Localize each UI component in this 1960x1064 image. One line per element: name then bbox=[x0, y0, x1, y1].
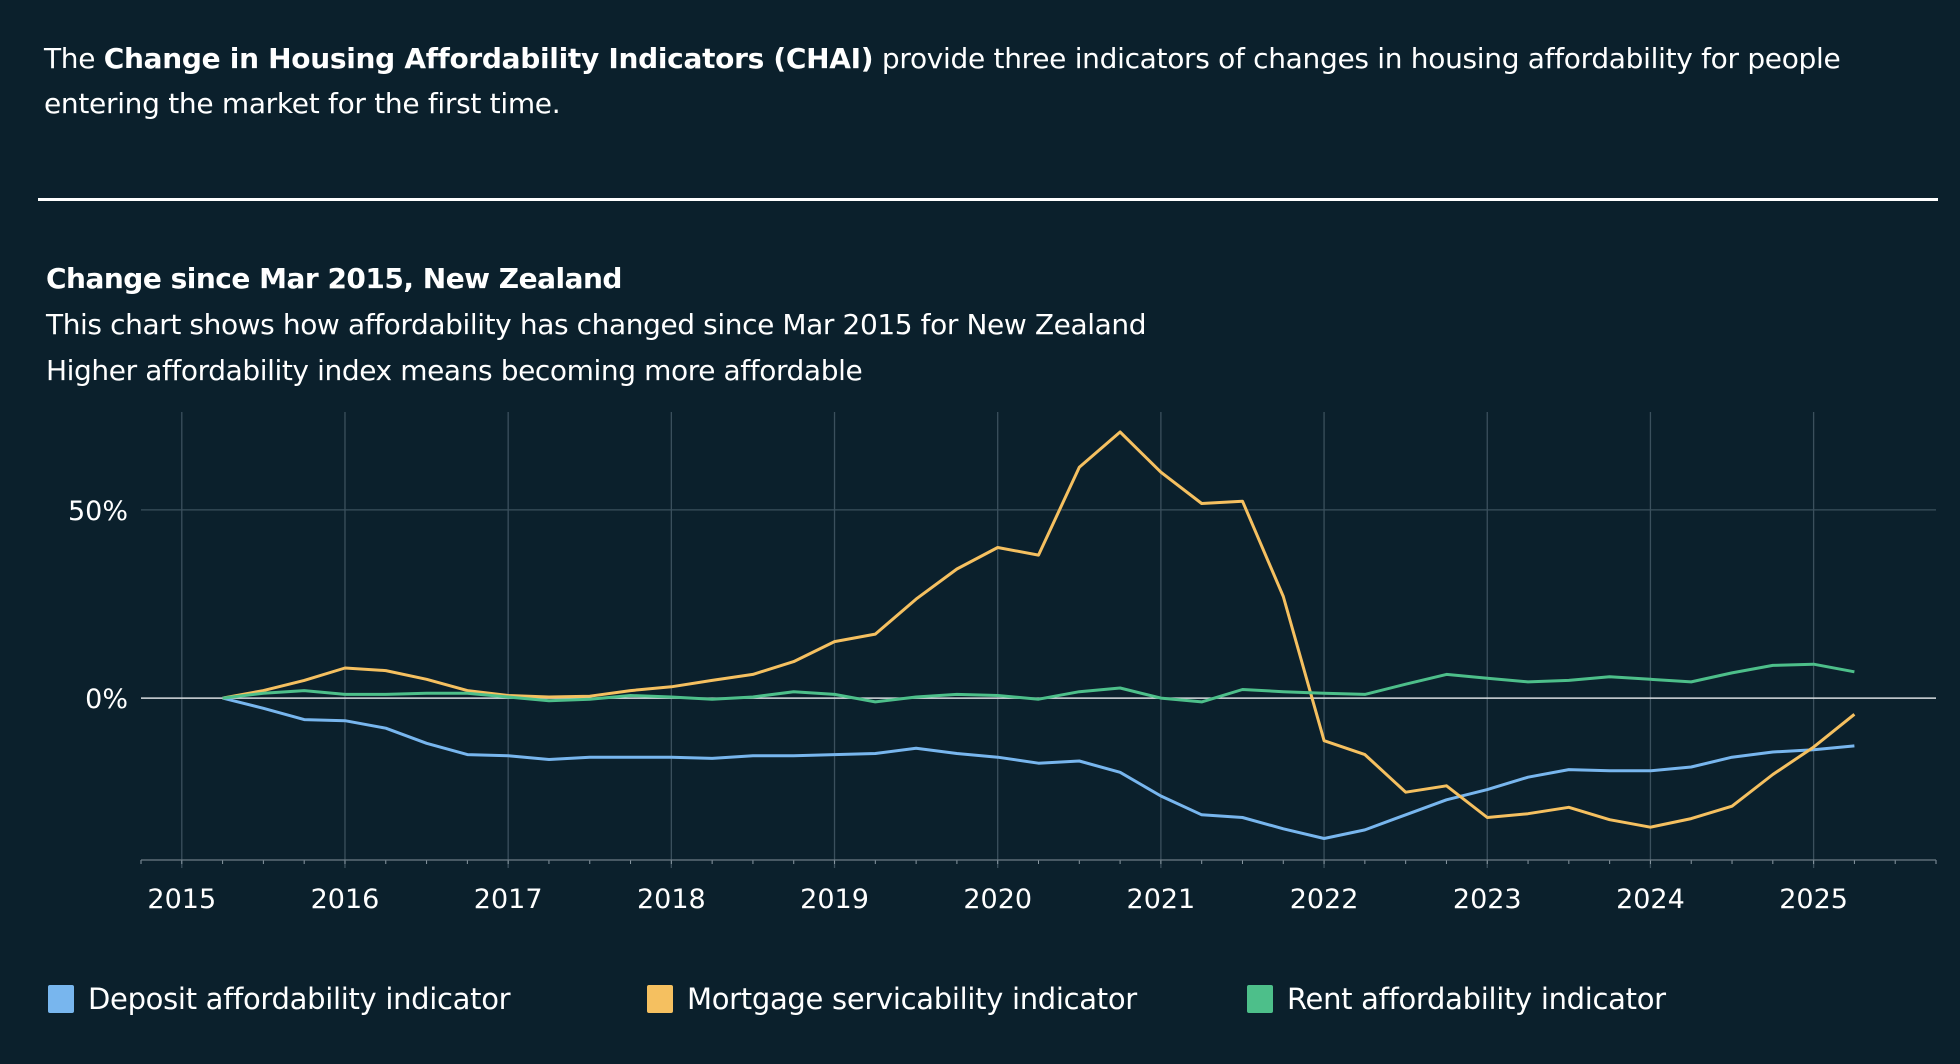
line-chart: 2015 2016 2017 2018 2019 2020 2021 2022 2023 2024… bbox=[68, 412, 1937, 915]
intro-suffix: provide three indicators of changes in h… bbox=[44, 42, 1841, 120]
legend: Deposit affordability indicator Mortgage… bbox=[0, 982, 1960, 1022]
y-tick-label: 50% bbox=[68, 496, 128, 527]
intro-text: The Change in Housing Affordability Indi… bbox=[44, 36, 1924, 126]
legend-label: Rent affordability indicator bbox=[1287, 982, 1666, 1016]
x-tick-label: 2022 bbox=[1290, 884, 1359, 915]
intro-prefix: The bbox=[44, 42, 104, 75]
divider bbox=[38, 198, 1938, 201]
chart-title: Change since Mar 2015, New Zealand bbox=[46, 262, 622, 295]
chart-note: Higher affordability index means becomin… bbox=[46, 354, 863, 387]
chart-subtitle: This chart shows how affordability has c… bbox=[46, 308, 1147, 341]
x-tick-label: 2021 bbox=[1127, 884, 1196, 915]
legend-label: Deposit affordability indicator bbox=[88, 982, 511, 1016]
legend-item-deposit[interactable]: Deposit affordability indicator bbox=[48, 982, 511, 1016]
x-tick-label: 2023 bbox=[1453, 884, 1522, 915]
x-tick-label: 2020 bbox=[963, 884, 1032, 915]
x-tick-label: 2016 bbox=[311, 884, 380, 915]
legend-swatch-deposit bbox=[48, 985, 74, 1013]
legend-label: Mortgage servicability indicator bbox=[687, 982, 1137, 1016]
x-tick-label: 2018 bbox=[637, 884, 706, 915]
x-tick-label: 2017 bbox=[474, 884, 543, 915]
series-line-mortgage bbox=[222, 430, 1856, 829]
legend-item-mortgage[interactable]: Mortgage servicability indicator bbox=[647, 982, 1137, 1016]
x-tick-label: 2015 bbox=[147, 884, 216, 915]
legend-swatch-mortgage bbox=[647, 985, 673, 1013]
legend-item-rent[interactable]: Rent affordability indicator bbox=[1247, 982, 1666, 1016]
legend-swatch-rent bbox=[1247, 985, 1273, 1013]
series-line-rent bbox=[222, 662, 1855, 704]
x-tick-label: 2025 bbox=[1779, 884, 1848, 915]
y-tick-label: 0% bbox=[85, 684, 128, 715]
x-tick-label: 2024 bbox=[1616, 884, 1685, 915]
x-tick-label: 2019 bbox=[800, 884, 869, 915]
series-line-deposit bbox=[222, 696, 1855, 840]
intro-bold: Change in Housing Affordability Indicato… bbox=[103, 42, 874, 75]
